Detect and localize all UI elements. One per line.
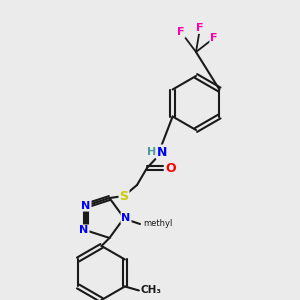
Text: N: N [122,213,130,223]
Text: N: N [81,201,91,211]
Text: F: F [177,27,185,37]
Text: F: F [210,33,218,43]
Text: N: N [157,146,167,158]
Text: O: O [166,161,176,175]
Text: methyl: methyl [143,220,172,229]
Text: CH₃: CH₃ [141,286,162,296]
Text: S: S [119,190,128,202]
Text: H: H [147,147,157,157]
Text: N: N [80,225,88,235]
Text: F: F [196,23,204,33]
